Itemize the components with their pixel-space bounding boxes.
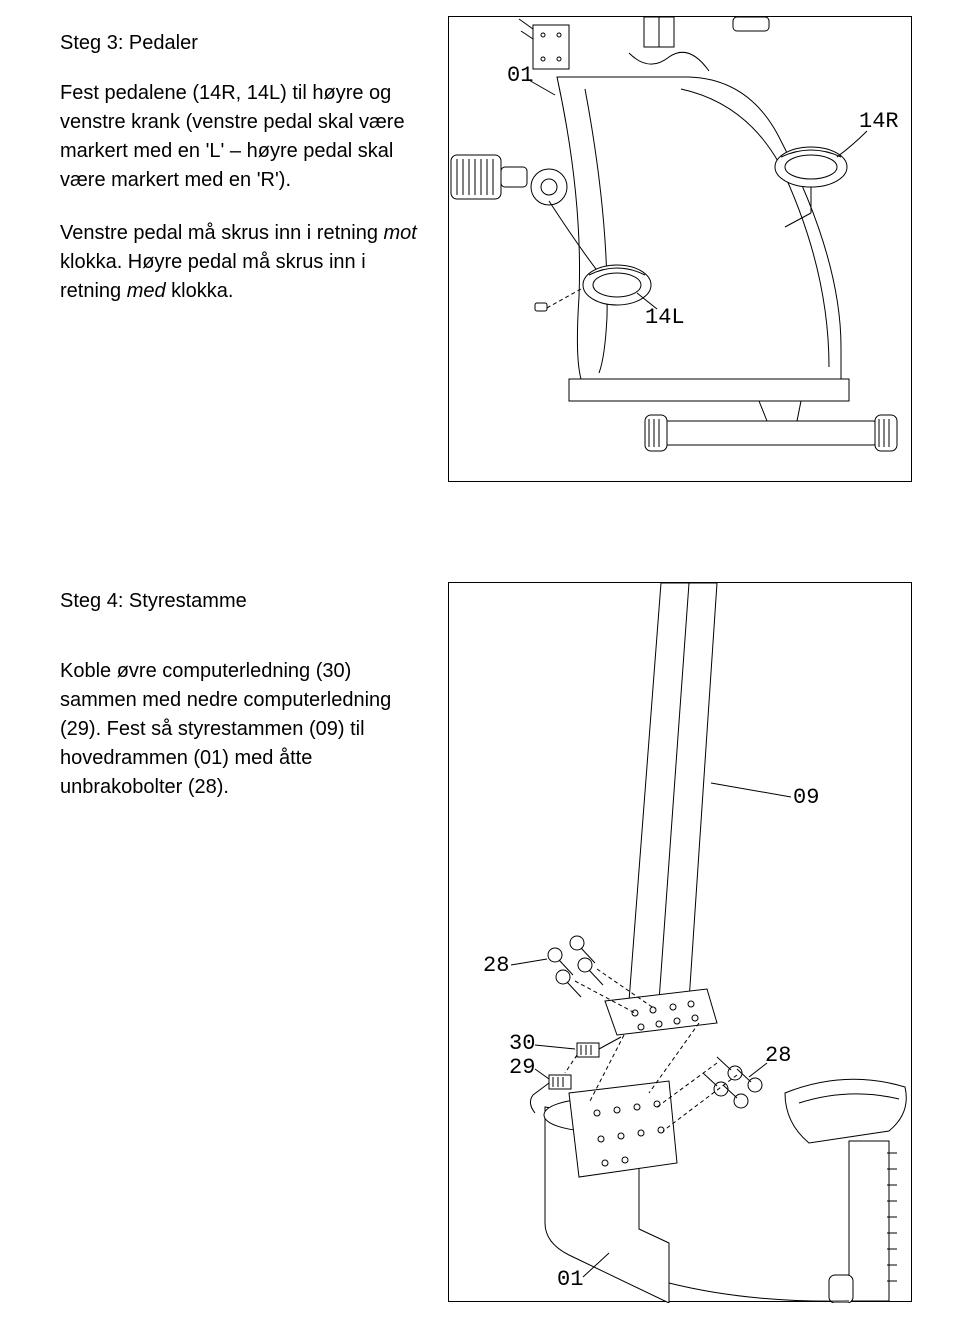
fig2-label-29: 29	[509, 1055, 535, 1080]
step3-para1: Fest pedalene (14R, 14L) til høyre og ve…	[60, 79, 420, 195]
fig2-label-30: 30	[509, 1031, 535, 1056]
step3-para2-c: klokka.	[166, 280, 234, 302]
step4-block: Steg 4: Styrestamme Koble øvre computerl…	[60, 590, 430, 826]
step4-para1: Koble øvre computerledning (30) sammen m…	[60, 657, 420, 802]
page: Steg 3: Pedaler Fest pedalene (14R, 14L)…	[0, 0, 960, 1328]
fig2-label-01: 01	[557, 1267, 583, 1292]
fig1-label-14R: 14R	[859, 109, 899, 134]
fig2-label-28a: 28	[483, 953, 509, 978]
fig2-label-28b: 28	[765, 1043, 791, 1068]
fig2-label-09: 09	[793, 785, 819, 810]
seat	[785, 1079, 906, 1303]
figure-step4-svg: 09 28 28 30 29 01	[449, 583, 913, 1303]
step3-para2-mot: mot	[384, 222, 417, 244]
step3-para2-med: med	[127, 280, 166, 302]
step3-para2-a: Venstre pedal må skrus inn i retning	[60, 222, 384, 244]
step3-para2: Venstre pedal må skrus inn i retning mot…	[60, 219, 420, 306]
figure-step4: 09 28 28 30 29 01	[448, 582, 912, 1302]
figure-step3-svg: 01 14R 14L	[449, 17, 913, 483]
figure-step3: 01 14R 14L	[448, 16, 912, 482]
fig1-label-01: 01	[507, 63, 533, 88]
fig1-label-14L: 14L	[645, 305, 685, 330]
step4-heading: Steg 4: Styrestamme	[60, 590, 430, 613]
